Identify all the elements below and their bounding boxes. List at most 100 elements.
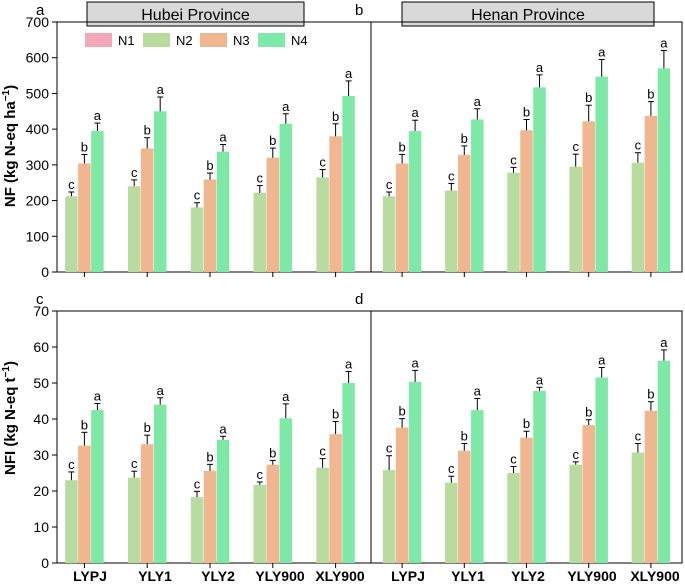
panel-c-bar-n3-xly900 <box>329 434 342 563</box>
panel-c-sig-n4-xly900: a <box>345 356 353 371</box>
panel-b-sig-n3-xly900: b <box>647 87 654 102</box>
x-category-left-yly900: YLY900 <box>255 568 305 584</box>
panel-b-bar-n3-xly900 <box>644 115 658 272</box>
x-category-left-yly1: YLY1 <box>138 568 172 584</box>
panel-b-sig-n4-yly1: a <box>474 94 482 109</box>
panel-c-ytick-label: 60 <box>33 339 49 355</box>
x-category-right-lypj: LYPJ <box>391 568 425 584</box>
x-category-left-yly2: YLY2 <box>201 568 235 584</box>
panel-a-sig-n4-yly2: a <box>219 130 227 145</box>
strip-hubei-label: Hubei Province <box>141 7 250 24</box>
panel-d-sig-n3-yly900: b <box>585 405 592 420</box>
panel-c-sig-n2-lypj: c <box>68 457 75 472</box>
y-axis-title-bottom: NFI (kg N-eq t−1) <box>1 361 19 475</box>
panel-a-sig-n3-yly2: b <box>206 158 213 173</box>
panel-d-sig-n2-lypj: c <box>386 441 393 456</box>
legend-label-n1: N1 <box>118 33 135 48</box>
panel-d-bar-n2-lypj <box>382 470 396 563</box>
panel-d-sig-n4-lypj: a <box>411 355 419 370</box>
panel-c-bar-n2-lypj <box>65 480 78 563</box>
panel-c-sig-n3-lypj: b <box>81 417 88 432</box>
panel-b-sig-n2-lypj: c <box>386 177 393 192</box>
panel-c-bar-n4-yly900 <box>279 418 293 563</box>
panel-b-bar-n2-yly900 <box>569 166 582 272</box>
panel-a-ytick-label: 200 <box>26 193 50 209</box>
panel-d-sig-n2-xly900: c <box>635 428 642 443</box>
panel-b-bar-n4-yly2 <box>533 87 546 272</box>
panel-c-ytick-label: 50 <box>33 375 49 391</box>
x-category-left-lypj: LYPJ <box>73 568 107 584</box>
panel-b-sig-n4-xly900: a <box>660 36 668 51</box>
panel-b-sig-n4-yly2: a <box>536 60 544 75</box>
panel-a-bar-n3-lypj <box>78 163 91 272</box>
panel-d-bar-n4-yly900 <box>595 377 608 563</box>
panel-a-bar-n2-yly1 <box>127 186 141 272</box>
panel-b-bar-n4-yly1 <box>471 119 484 272</box>
panel-d-bar-n4-yly1 <box>471 410 484 563</box>
panel-d-bar-n4-yly2 <box>533 390 546 563</box>
panel-d-sig-n2-yly1: c <box>448 461 455 476</box>
panel-c-ytick-label: 0 <box>41 555 49 571</box>
panel-b-bar-n3-lypj <box>395 163 409 272</box>
panel-c-bar-n2-xly900 <box>316 467 329 563</box>
panel-b-sig-n2-yly1: c <box>448 168 455 183</box>
panel-a-ytick-label: 100 <box>26 228 50 244</box>
panel-a-sig-n2-lypj: c <box>68 177 75 192</box>
legend-swatch-n3 <box>200 33 227 47</box>
plot-layer: 0100200300400500600700cbacbacbacbacbacba… <box>26 14 683 571</box>
panel-letter-b: b <box>355 2 363 19</box>
panel-c-sig-n4-lypj: a <box>94 389 102 404</box>
panel-b-bar-n4-lypj <box>408 130 422 272</box>
panel-d-sig-n3-yly1: b <box>461 428 468 443</box>
panel-d-sig-n4-yly900: a <box>598 353 606 368</box>
panel-a-sig-n3-lypj: b <box>81 140 88 155</box>
panel-a-bar-n4-yly900 <box>279 123 293 273</box>
legend-label-n3: N3 <box>233 33 250 48</box>
panel-b-bar-n3-yly900 <box>582 121 595 273</box>
panel-a-ytick-label: 400 <box>26 121 50 137</box>
panel-d-sig-n3-yly2: b <box>523 416 530 431</box>
panel-d-bar-n2-yly2 <box>507 473 520 563</box>
panel-c-sig-n4-yly2: a <box>219 421 227 436</box>
panel-d-sig-n3-lypj: b <box>398 404 405 419</box>
panel-a-sig-n2-yly900: c <box>257 171 264 186</box>
x-category-right-yly2: YLY2 <box>511 568 545 584</box>
panel-a-bar-n3-yly1 <box>140 148 154 272</box>
panel-c-sig-n2-yly900: c <box>257 467 264 482</box>
panel-d-bar-n2-yly900 <box>569 464 582 563</box>
panel-b-sig-n2-yly2: c <box>510 152 517 167</box>
panel-b-bar-n2-yly1 <box>445 190 458 272</box>
panel-a-bar-n2-lypj <box>65 196 78 272</box>
panel-c-bar-n4-yly2 <box>216 439 230 563</box>
panel-a-sig-n3-xly900: b <box>332 109 339 124</box>
panel-c-ytick-label: 30 <box>33 447 49 463</box>
panel-d-sig-n3-xly900: b <box>647 387 654 402</box>
panel-d-bar-n3-yly1 <box>458 450 471 563</box>
panel-c-sig-n4-yly1: a <box>157 383 165 398</box>
panel-d-sig-n2-yly900: c <box>572 447 579 462</box>
panel-d-bar-n2-xly900 <box>631 452 645 563</box>
panel-b-sig-n2-yly900: c <box>572 139 579 154</box>
panel-a-bar-n4-yly2 <box>216 151 230 272</box>
panel-b-bar-n2-lypj <box>382 196 396 272</box>
panel-a-ytick-label: 600 <box>26 50 50 66</box>
panel-b-bar-n4-yly900 <box>595 76 608 273</box>
panel-d-sig-n4-xly900: a <box>660 335 668 350</box>
legend-label-n2: N2 <box>176 33 193 48</box>
panel-c-ytick-label: 70 <box>33 303 49 319</box>
panel-a-bar-n2-xly900 <box>316 177 329 272</box>
panel-d-sig-n4-yly1: a <box>474 383 482 398</box>
panel-d-bar-n2-yly1 <box>445 482 458 563</box>
panel-a-ytick-label: 300 <box>26 157 50 173</box>
panel-d-bar-n3-yly2 <box>520 437 533 563</box>
panel-a-ytick-label: 700 <box>26 14 50 30</box>
panel-c-bar-n4-xly900 <box>342 383 355 563</box>
x-category-right-yly900: YLY900 <box>567 568 617 584</box>
panel-b-bar-n3-yly2 <box>520 130 533 272</box>
panel-c-sig-n4-yly900: a <box>282 389 290 404</box>
panel-a-bar-n4-lypj <box>91 130 104 272</box>
panel-c-bar-n4-yly1 <box>153 404 167 563</box>
panel-c-sig-n3-xly900: b <box>332 407 339 422</box>
panel-a-sig-n2-yly2: c <box>194 188 201 203</box>
